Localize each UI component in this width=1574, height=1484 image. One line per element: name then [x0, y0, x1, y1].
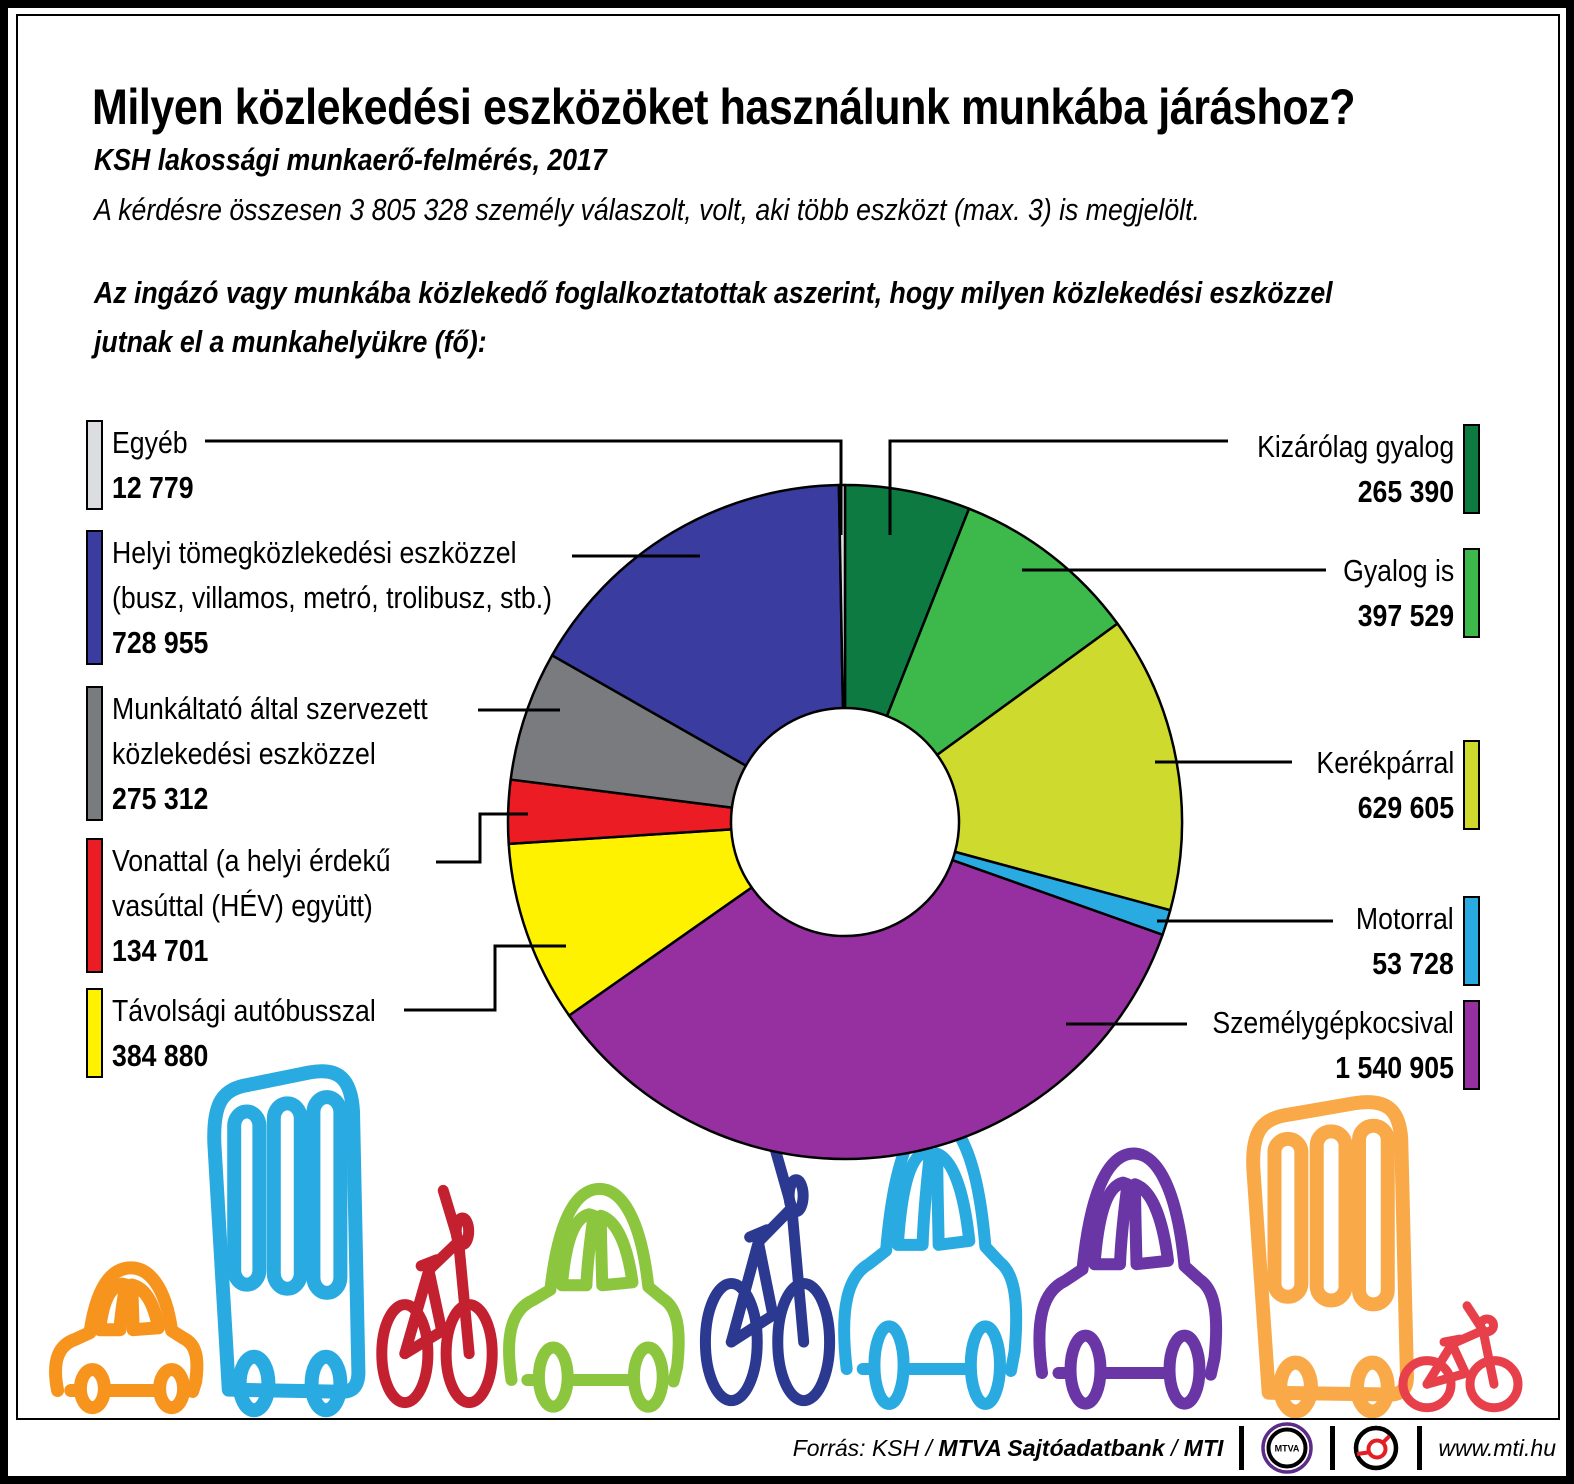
- footer: Forrás: KSH / MTVA Sajtóadatbank / MTI M…: [793, 1420, 1556, 1476]
- source-prefix: Forrás: KSH /: [792, 1434, 939, 1461]
- page-title-text: Milyen közlekedési eszközöket használunk…: [92, 79, 1356, 135]
- legend-text: Egyéb 12 779: [112, 420, 207, 510]
- respondents-note: A kérdésre összesen 3 805 328 személy vá…: [94, 192, 1380, 228]
- color-swatch: [1463, 548, 1480, 638]
- donut-slice: [507, 828, 753, 1017]
- legend-item-munkaltato: Munkáltató által szervezett közlekedési …: [86, 686, 479, 821]
- legend-item-helyi-tomegkozlekedes: Helyi tömegközlekedési eszközzel (busz, …: [86, 530, 624, 665]
- legend-item-gyalog-is: Gyalog is 397 529: [1325, 548, 1480, 638]
- legend-label: Munkáltató által szervezett: [112, 691, 428, 726]
- bicycle-icon: [382, 1190, 492, 1402]
- divider: [1417, 1426, 1423, 1470]
- legend-label: Kerékpárral: [1316, 745, 1454, 780]
- survey-subtitle-text: KSH lakossági munkaerő-felmérés, 2017: [94, 142, 607, 177]
- color-swatch: [86, 420, 103, 510]
- color-swatch: [86, 530, 103, 665]
- legend-value: 728 955: [112, 625, 209, 660]
- legend-text: Vonattal (a helyi érdekű vasúttal (HÉV) …: [112, 838, 436, 973]
- donut-slice: [550, 483, 845, 767]
- divider: [1239, 1426, 1245, 1470]
- website-url: www.mti.hu: [1438, 1434, 1556, 1461]
- source-mti: MTI: [1183, 1434, 1224, 1461]
- page-title: Milyen közlekedési eszközöket használunk…: [92, 78, 1561, 136]
- legend-item-kizarolag-gyalog: Kizárólag gyalog 265 390: [1225, 424, 1480, 514]
- donut-slice: [935, 622, 1184, 912]
- chart-lead-text-lines: Az ingázó vagy munkába közlekedő foglalk…: [94, 275, 1333, 359]
- color-swatch: [86, 838, 103, 973]
- legend-value: 134 701: [112, 933, 209, 968]
- car-icon: [1039, 1153, 1216, 1403]
- legend-label: Helyi tömegközlekedési eszközzel: [112, 535, 517, 570]
- legend-text: Személygépkocsival 1 540 905: [1173, 1000, 1454, 1090]
- legend-value: 275 312: [112, 781, 209, 816]
- legend-item-egyeb: Egyéb 12 779: [86, 420, 207, 510]
- color-swatch: [1463, 1000, 1480, 1090]
- legend-text: Helyi tömegközlekedési eszközzel (busz, …: [112, 530, 624, 665]
- legend-item-motorral: Motorral 53 728: [1340, 896, 1480, 986]
- legend-item-kerekparral: Kerékpárral 629 605: [1294, 740, 1480, 830]
- color-swatch: [86, 686, 103, 821]
- legend-text: Munkáltató által szervezett közlekedési …: [112, 686, 479, 821]
- mtva-logo: MTVA: [1261, 1422, 1314, 1474]
- donut-slice: [567, 858, 1164, 1161]
- legend-label: Motorral: [1356, 901, 1454, 936]
- mtva-logo-text: MTVA: [1275, 1444, 1300, 1454]
- legend-label: Személygépkocsival: [1212, 1005, 1454, 1040]
- legend-value: 53 728: [1372, 946, 1454, 981]
- leader-kizarolag-gyalog: [888, 439, 1228, 535]
- legend-value: 397 529: [1357, 598, 1454, 633]
- respondents-note-text: A kérdésre összesen 3 805 328 személy vá…: [94, 192, 1200, 227]
- source-bold: MTVA Sajtóadatbank: [938, 1434, 1165, 1461]
- legend-text: Gyalog is 397 529: [1325, 548, 1454, 638]
- legend-item-tavolsagi-autobusz: Távolsági autóbusszal 384 880: [86, 988, 419, 1078]
- legend-text: Motorral 53 728: [1340, 896, 1454, 986]
- color-swatch: [1463, 740, 1480, 830]
- color-swatch: [86, 988, 103, 1078]
- legend-item-vonattal: Vonattal (a helyi érdekű vasúttal (HÉV) …: [86, 838, 436, 973]
- legend-value: 12 779: [112, 470, 194, 505]
- legend-text: Távolsági autóbusszal 384 880: [112, 988, 419, 1078]
- leader-egyeb: [205, 439, 843, 535]
- source-credit: Forrás: KSH / MTVA Sajtóadatbank / MTI: [793, 1435, 1224, 1462]
- leader-vonattal: [436, 812, 528, 864]
- legend-text: Kerékpárral 629 605: [1294, 740, 1454, 830]
- donut-slices: [506, 483, 1184, 1161]
- leader-tavolsagi: [404, 944, 566, 1012]
- bicycle-icon: [705, 1147, 829, 1401]
- legend-item-szemelygepkocsival: Személygépkocsival 1 540 905: [1173, 1000, 1480, 1090]
- source-separator: /: [1164, 1434, 1184, 1461]
- divider: [1330, 1426, 1336, 1470]
- bicycle-icon: [1403, 1306, 1518, 1408]
- legend-label: Egyéb: [112, 425, 188, 460]
- mti-logo: [1354, 1425, 1399, 1471]
- legend-text: Kizárólag gyalog 265 390: [1225, 424, 1454, 514]
- legend-value: 1 540 905: [1335, 1050, 1454, 1085]
- bus-icon: [1253, 1102, 1407, 1411]
- legend-label: Vonattal (a helyi érdekű: [112, 843, 391, 878]
- legend-label: közlekedési eszközzel: [112, 736, 376, 771]
- car-icon: [56, 1268, 197, 1408]
- legend-label: Távolsági autóbusszal: [112, 993, 376, 1028]
- legend-label: Gyalog is: [1342, 553, 1454, 588]
- chart-lead-text: Az ingázó vagy munkába közlekedő foglalk…: [94, 268, 1534, 366]
- legend-label: vasúttal (HÉV) együtt): [112, 888, 373, 923]
- legend-label: Kizárólag gyalog: [1256, 429, 1454, 464]
- survey-subtitle: KSH lakossági munkaerő-felmérés, 2017: [94, 142, 690, 178]
- legend-value: 384 880: [112, 1038, 209, 1073]
- legend-value: 265 390: [1357, 474, 1454, 509]
- bus-icon: [214, 1071, 358, 1410]
- legend-value: 629 605: [1357, 790, 1454, 825]
- legend-label: (busz, villamos, metró, trolibusz, stb.): [112, 580, 553, 615]
- color-swatch: [1463, 424, 1480, 514]
- color-swatch: [1463, 896, 1480, 986]
- car-icon: [509, 1189, 679, 1407]
